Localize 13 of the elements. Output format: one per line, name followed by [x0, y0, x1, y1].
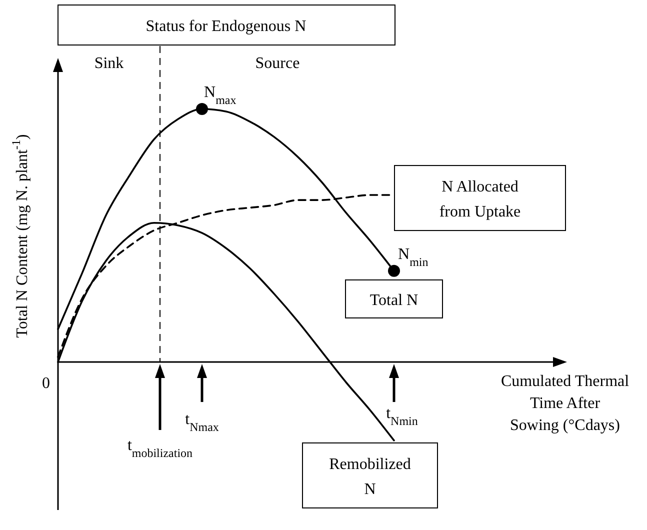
- text: Sink: [94, 55, 124, 72]
- text: N Allocated from Uptake: [439, 178, 521, 221]
- annotation: t$_{Nmin}$: [386, 405, 418, 428]
- text: N$_{max}$: [204, 84, 236, 107]
- text: Source: [255, 55, 300, 72]
- chart-title: Status for Endogenous N: [146, 18, 307, 35]
- series-label: Remobilized N: [329, 456, 411, 498]
- x-axis-title: Cumulated Thermal Time After Sowing (°Cdays): [500, 373, 630, 434]
- annotation: N$_{min}$: [398, 246, 428, 269]
- annotation: t$_{mobilization}$: [127, 437, 193, 460]
- series-label: Total N: [370, 292, 419, 309]
- text: 0: [42, 375, 50, 392]
- annotation: t$_{Nmax}$: [185, 411, 219, 434]
